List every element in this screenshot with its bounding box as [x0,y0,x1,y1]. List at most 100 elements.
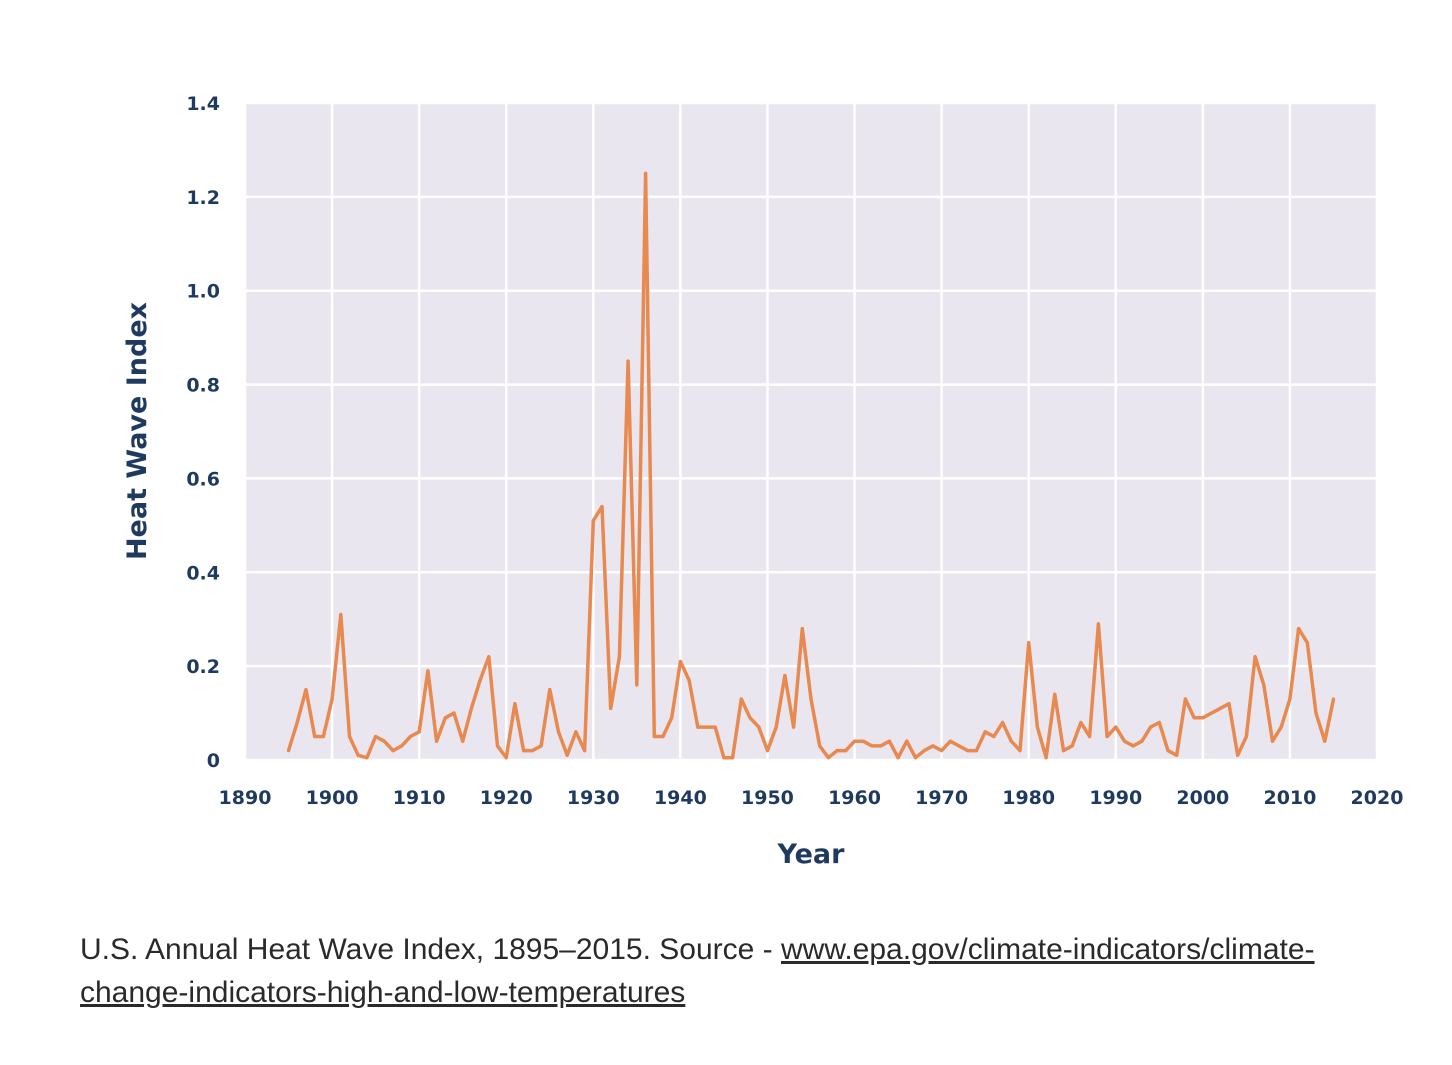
data-point [365,756,369,760]
x-tick-label: 2000 [1176,787,1229,809]
data-point [1297,627,1301,631]
data-point [469,706,473,710]
data-point [1305,641,1309,645]
data-point [495,744,500,748]
data-point [330,697,334,701]
data-point [382,739,386,743]
data-points [286,171,1336,760]
data-point [417,730,421,734]
data-point [1253,655,1257,659]
data-point [800,627,804,631]
x-axis-title: Year [777,839,846,870]
data-point [844,749,848,753]
caption-text: U.S. Annual Heat Wave Index, 1895–2015. … [80,933,781,966]
data-point [818,744,822,748]
data-point [670,716,674,720]
data-point [1018,749,1022,753]
data-point [478,678,482,682]
grid-lines [243,101,1379,762]
data-point [870,744,874,748]
data-point [539,744,543,748]
data-point [765,749,770,753]
data-point [339,612,343,617]
data-point [861,739,865,743]
data-point [1192,716,1196,720]
data-point [974,749,979,753]
data-point [583,749,587,753]
y-axis-title: Heat Wave Index [122,302,153,560]
data-point [286,749,291,753]
data-point [426,669,430,673]
data-point [530,749,534,753]
data-point [400,744,404,748]
data-point [905,739,909,743]
data-point [948,739,952,743]
data-point [826,756,831,760]
data-point [434,739,439,743]
plot-area [245,103,1377,760]
x-tick-label: 1980 [1002,787,1055,809]
data-point [913,756,918,760]
data-point [696,725,700,729]
data-point [661,734,665,739]
data-point [1096,622,1100,626]
figure-caption: U.S. Annual Heat Wave Index, 1895–2015. … [80,928,1380,1014]
data-point [896,756,900,760]
data-point [1166,749,1170,753]
data-point [774,725,778,729]
data-point [731,756,735,760]
data-point [643,171,648,175]
source-link[interactable]: www.epa.gov/climate-indicators/climate-c… [80,933,1315,1009]
data-point [408,734,413,739]
data-point [347,734,352,739]
data-point [313,734,317,739]
x-tick-label: 1890 [219,787,272,809]
data-point [609,706,613,710]
data-point [983,730,987,734]
data-point [1288,697,1292,701]
y-tick-label: 0 [207,750,220,772]
x-tick-label: 1930 [567,787,620,809]
data-point [556,730,561,734]
data-point [835,749,839,753]
data-point [1000,720,1005,725]
data-point [652,734,656,739]
data-point [1244,734,1248,739]
data-point [852,739,857,743]
data-point [356,753,360,757]
data-point [1314,711,1318,715]
data-point [1236,753,1240,757]
y-tick-label: 0.8 [186,375,220,397]
x-tick-label: 1990 [1089,787,1142,809]
data-point [791,725,796,729]
data-point [722,756,726,760]
data-point [321,734,325,739]
data-point [295,720,299,725]
data-point [1035,725,1039,729]
data-point [487,655,491,659]
data-point [1279,725,1283,729]
y-tick-label: 0.4 [186,562,220,584]
x-axis-ticks: 1890 1900 1910 1920 1930 1940 1950 1960 1970 1980… [219,787,1404,809]
data-point [966,749,970,753]
y-tick-label: 0.6 [186,468,220,490]
x-tick-label: 1920 [480,787,533,809]
data-point [1262,683,1266,687]
data-point [1209,711,1214,715]
x-tick-label: 2010 [1263,787,1316,809]
data-point [1088,734,1092,739]
data-point [1183,697,1188,701]
data-point [704,725,709,729]
data-point [1175,753,1179,757]
x-tick-label: 1940 [654,787,707,809]
data-point [809,697,813,701]
data-point [1331,697,1336,701]
data-point [1270,739,1275,743]
data-point [1009,739,1013,743]
data-point [391,749,395,753]
data-point [1149,725,1153,729]
data-point [548,688,552,692]
data-point [713,725,717,729]
data-point [1323,739,1327,743]
data-point [574,730,578,734]
